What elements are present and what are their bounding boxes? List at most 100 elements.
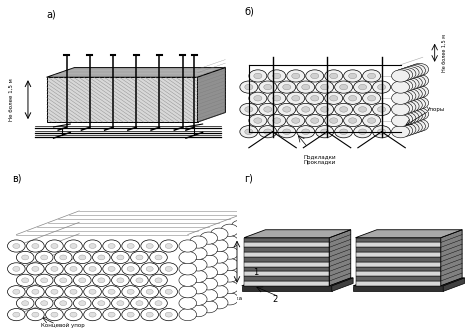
Circle shape	[22, 278, 29, 283]
Circle shape	[122, 240, 139, 252]
Circle shape	[13, 312, 20, 317]
Circle shape	[8, 286, 25, 298]
Circle shape	[395, 102, 413, 115]
Polygon shape	[329, 230, 351, 286]
Polygon shape	[46, 67, 226, 77]
Circle shape	[141, 309, 158, 321]
Polygon shape	[356, 238, 441, 242]
Circle shape	[316, 81, 334, 93]
Circle shape	[398, 101, 416, 113]
Circle shape	[36, 252, 53, 264]
Text: Не более 1,5 м: Не более 1,5 м	[9, 78, 14, 121]
Circle shape	[136, 301, 143, 306]
Polygon shape	[356, 262, 441, 267]
Circle shape	[92, 252, 110, 264]
Circle shape	[150, 252, 167, 264]
Circle shape	[60, 278, 67, 283]
Circle shape	[190, 305, 207, 317]
Circle shape	[367, 73, 376, 79]
Circle shape	[190, 259, 207, 271]
Circle shape	[221, 293, 238, 305]
Circle shape	[301, 85, 310, 90]
Circle shape	[146, 289, 153, 294]
Circle shape	[373, 103, 391, 116]
Circle shape	[320, 129, 329, 135]
Polygon shape	[198, 67, 226, 122]
Circle shape	[348, 73, 357, 79]
Circle shape	[73, 252, 91, 264]
Circle shape	[46, 263, 63, 275]
Circle shape	[103, 309, 120, 321]
Circle shape	[210, 228, 228, 240]
Text: б): б)	[244, 7, 254, 17]
Polygon shape	[242, 278, 353, 286]
Text: в): в)	[12, 174, 21, 184]
Text: г): г)	[244, 174, 253, 184]
Circle shape	[221, 235, 238, 248]
Text: Концевой упор: Концевой упор	[41, 323, 85, 328]
Circle shape	[259, 81, 277, 93]
Circle shape	[377, 107, 386, 112]
Circle shape	[117, 278, 124, 283]
Circle shape	[36, 274, 53, 287]
Circle shape	[392, 92, 410, 104]
Circle shape	[254, 73, 262, 79]
Circle shape	[179, 309, 197, 321]
Circle shape	[392, 81, 410, 93]
Text: До 3 м: До 3 м	[269, 241, 274, 261]
Circle shape	[264, 85, 272, 90]
Circle shape	[329, 118, 338, 123]
Circle shape	[150, 274, 167, 287]
Circle shape	[392, 126, 410, 138]
Circle shape	[155, 278, 162, 283]
Circle shape	[392, 115, 410, 127]
Circle shape	[344, 70, 362, 82]
Circle shape	[70, 312, 77, 317]
Circle shape	[404, 65, 422, 78]
Circle shape	[55, 252, 72, 264]
Circle shape	[320, 85, 329, 90]
Circle shape	[111, 297, 129, 309]
Circle shape	[367, 118, 376, 123]
Circle shape	[46, 286, 63, 298]
Circle shape	[79, 301, 86, 306]
Polygon shape	[356, 252, 441, 257]
Polygon shape	[353, 278, 465, 286]
Circle shape	[410, 86, 428, 98]
Circle shape	[160, 263, 178, 275]
Text: 2: 2	[273, 295, 278, 304]
Circle shape	[141, 286, 158, 298]
Circle shape	[410, 74, 428, 87]
Circle shape	[27, 309, 44, 321]
Circle shape	[179, 252, 197, 264]
Polygon shape	[244, 230, 351, 238]
Circle shape	[165, 267, 172, 271]
Circle shape	[136, 278, 143, 283]
Circle shape	[117, 255, 124, 260]
Circle shape	[165, 243, 172, 248]
Circle shape	[16, 252, 34, 264]
Circle shape	[27, 263, 44, 275]
Circle shape	[408, 75, 426, 88]
Circle shape	[231, 220, 249, 232]
Circle shape	[8, 240, 25, 252]
Circle shape	[155, 301, 162, 306]
Circle shape	[150, 297, 167, 309]
Circle shape	[245, 85, 253, 90]
Text: Упоры: Упоры	[427, 107, 445, 112]
Circle shape	[408, 87, 426, 99]
Circle shape	[401, 66, 419, 79]
Circle shape	[155, 255, 162, 260]
Circle shape	[398, 79, 416, 91]
Circle shape	[354, 81, 372, 93]
Circle shape	[348, 96, 357, 101]
Circle shape	[89, 243, 96, 248]
Circle shape	[89, 267, 96, 271]
Circle shape	[146, 243, 153, 248]
Circle shape	[401, 111, 419, 124]
Circle shape	[41, 301, 48, 306]
Circle shape	[301, 129, 310, 135]
Circle shape	[325, 92, 343, 104]
Circle shape	[64, 286, 82, 298]
Circle shape	[410, 119, 428, 131]
